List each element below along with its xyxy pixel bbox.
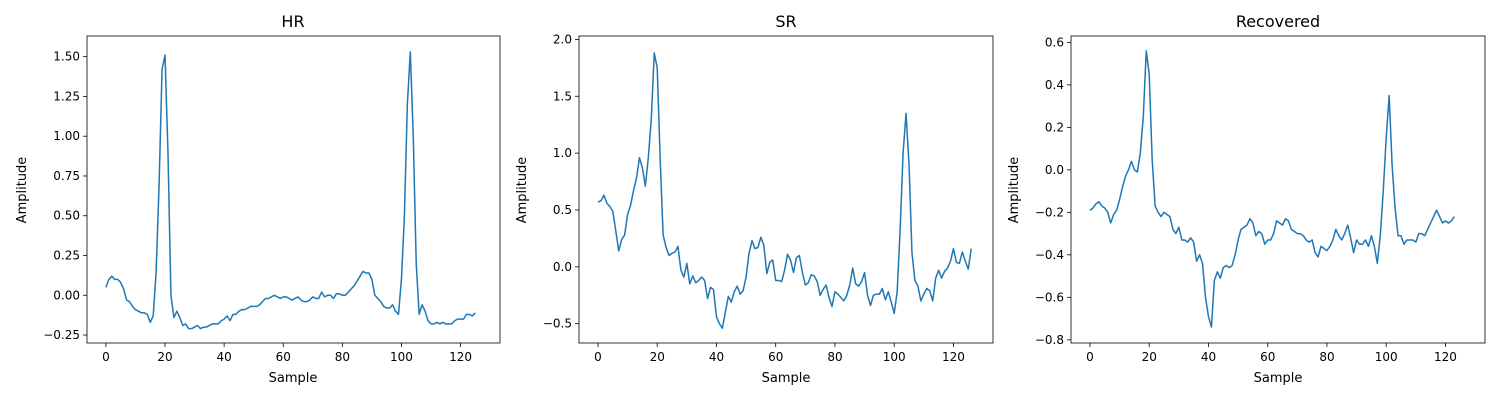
y-tick-label: 0.75 (53, 169, 80, 183)
x-tick-label: 0 (594, 350, 602, 364)
x-tick-label: 80 (827, 350, 842, 364)
y-tick-label: 0.00 (53, 288, 80, 302)
y-tick-label: −0.4 (1035, 248, 1064, 262)
y-tick-label: 2.0 (553, 32, 572, 46)
x-tick-label: 100 (1375, 350, 1398, 364)
x-tick-label: 0 (102, 350, 110, 364)
x-tick-label: 40 (709, 350, 724, 364)
x-tick-label: 100 (390, 350, 413, 364)
subplot-hr: HR Sample Amplitude 0 20 40 60 80 100 120 −0.25… (15, 12, 501, 386)
x-tick-label: 80 (335, 350, 350, 364)
y-tick-label: 1.50 (53, 50, 80, 64)
y-axis-label: Amplitude (15, 157, 30, 224)
x-tick-label: 80 (1319, 350, 1334, 364)
axes-frame (1070, 35, 1486, 344)
subplot-title: SR (775, 12, 796, 31)
x-tick-label: 120 (449, 350, 472, 364)
y-tick-label: −0.2 (1035, 205, 1064, 219)
subplot-title: Recovered (1236, 12, 1320, 31)
y-tick-label: 0.6 (1045, 35, 1064, 49)
x-tick-label: 40 (1201, 350, 1216, 364)
y-tick-label: 0.2 (1045, 120, 1064, 134)
series-line (105, 51, 476, 330)
y-tick-label: 0.25 (53, 249, 80, 263)
x-tick-label: 120 (1434, 350, 1457, 364)
x-tick-label: 120 (942, 350, 965, 364)
y-tick-label: 0.4 (1045, 78, 1064, 92)
x-axis-label: Sample (1254, 371, 1303, 386)
series-line (1089, 50, 1455, 328)
subplot-sr: SR Sample Amplitude 0 20 40 60 80 100 120 −0.5 0… (515, 12, 994, 386)
x-axis-label: Sample (269, 371, 318, 386)
x-tick-label: 60 (768, 350, 783, 364)
x-tick-label: 100 (883, 350, 906, 364)
subplot-recovered: Recovered Sample Amplitude 0 20 40 60 80 100 1… (1007, 12, 1486, 386)
x-axis-label: Sample (762, 371, 811, 386)
x-tick-label: 0 (1086, 350, 1094, 364)
y-axis-label: Amplitude (1007, 157, 1022, 224)
y-tick-label: 1.0 (553, 146, 572, 160)
axes-frame (86, 35, 501, 344)
y-tick-label: 0.0 (553, 260, 572, 274)
y-tick-label: 1.25 (53, 89, 80, 103)
y-tick-label: 1.5 (553, 89, 572, 103)
subplot-title: HR (281, 12, 304, 31)
y-tick-label: 0.5 (553, 203, 572, 217)
y-tick-label: 0.50 (53, 209, 80, 223)
y-axis-label: Amplitude (515, 157, 530, 224)
x-tick-label: 20 (650, 350, 665, 364)
axes-frame (578, 35, 994, 344)
x-tick-label: 20 (1142, 350, 1157, 364)
x-tick-label: 20 (157, 350, 172, 364)
x-tick-label: 60 (276, 350, 291, 364)
y-tick-label: 0.0 (1045, 163, 1064, 177)
y-tick-label: −0.6 (1035, 290, 1064, 304)
series-line (597, 52, 972, 329)
y-tick-label: 1.00 (53, 129, 80, 143)
x-tick-label: 60 (1260, 350, 1275, 364)
y-tick-label: −0.8 (1035, 333, 1064, 347)
x-tick-label: 40 (216, 350, 231, 364)
y-tick-label: −0.25 (43, 328, 80, 342)
y-tick-label: −0.5 (543, 317, 572, 331)
